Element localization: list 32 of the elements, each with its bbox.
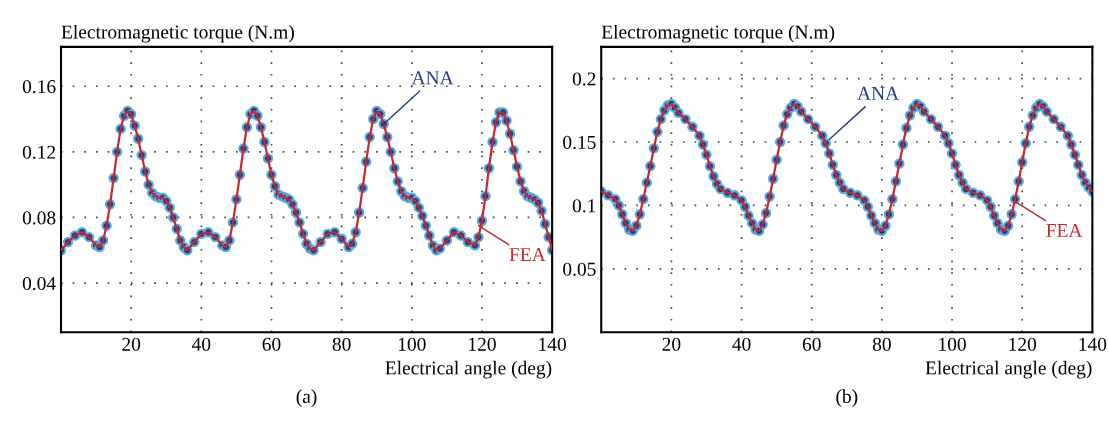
x-tick-label: 40 — [732, 337, 751, 351]
x-tick-label: 20 — [662, 337, 681, 351]
y-axis-title: Electromagnetic torque (N.m) — [601, 24, 835, 43]
x-axis-title: Electrical angle (deg) — [925, 360, 1092, 379]
x-tick-label: 80 — [332, 337, 351, 351]
y-tick-label: 0.05 — [563, 262, 596, 276]
annotation: FEA — [509, 248, 546, 261]
x-tick-label: 20 — [122, 337, 141, 351]
x-tick-label: 60 — [802, 337, 821, 351]
x-tick-label: 100 — [939, 337, 966, 351]
y-tick-label: 0.16 — [22, 80, 56, 94]
annotation: ANA — [857, 86, 900, 100]
x-tick-label: 60 — [262, 337, 281, 351]
y-tick-label: 0.2 — [572, 72, 596, 86]
y-tick-label: 0.04 — [22, 276, 56, 291]
x-tick-label: 140 — [1079, 337, 1107, 351]
y-tick-label: 0.15 — [563, 135, 596, 150]
x-tick-label: 80 — [872, 337, 891, 351]
y-tick-label: 0.12 — [22, 145, 56, 159]
annotation: ANA — [411, 71, 454, 85]
y-tick-label: 0.1 — [572, 199, 596, 213]
text: (b) — [836, 389, 858, 407]
x-tick-label: 120 — [1009, 337, 1037, 351]
x-tick-label: 140 — [539, 337, 566, 351]
x-tick-label: 100 — [398, 337, 426, 351]
y-axis-title: Electromagnetic torque (N.m) — [61, 24, 294, 43]
annotation: FEA — [1046, 224, 1083, 237]
x-tick-label: 120 — [469, 337, 496, 351]
x-tick-label: 40 — [191, 337, 211, 351]
text: (a) — [296, 389, 317, 407]
y-tick-label: 0.08 — [22, 211, 56, 225]
x-axis-title: Electrical angle (deg) — [385, 360, 552, 379]
